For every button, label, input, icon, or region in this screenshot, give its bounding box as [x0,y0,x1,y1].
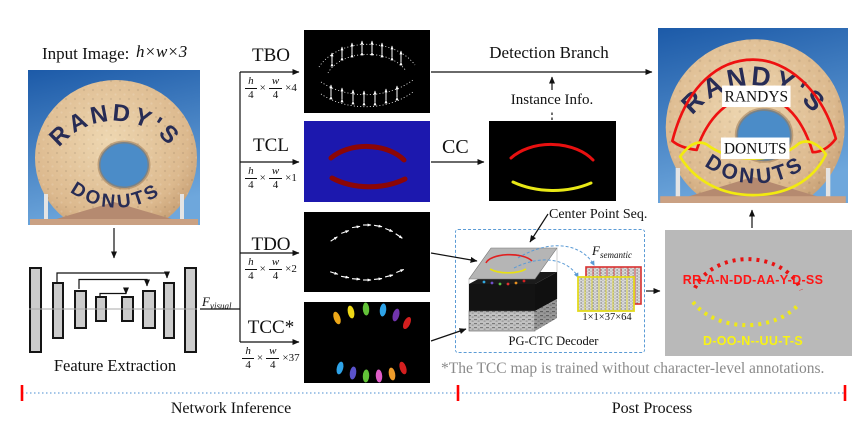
recognition-result-box: RR-A-N-DD-AA-Y-D-SS D-OO-N--UU-T-S [665,230,852,356]
fe-bar [121,296,134,322]
yellow-sequence-text: D-OO-N--UU-T-S [702,334,803,348]
cc-red-instance [509,142,595,162]
fe-bar [142,290,156,329]
detection-polygon-yellow [678,140,828,197]
donut [35,80,197,225]
tdo-direction-arrows [330,223,405,282]
input-image-label: Input Image: [42,44,130,63]
feature-slab-side [535,299,557,331]
fe-bar [95,296,107,322]
instance-info-label: Instance Info. [510,92,594,108]
tbo-map [304,30,430,113]
pg-ctc-decoder-box: Fsemantic 1×1×37×64 PG-CTC Decoder [455,229,645,353]
result-red-dotted-arc [693,257,803,291]
chip-donuts: DONUTS [724,140,787,157]
fe-bar [163,282,175,339]
pg-ctc-decoder-label: PG-CTC Decoder [508,334,599,348]
roof-structure [660,168,846,203]
branch-label-tdo: TDO [251,234,291,255]
chip-randys: RANDYS [725,88,789,105]
f-visual-main: F [202,294,210,309]
section-network-inference: Network Inference [170,400,292,417]
f-semantic-label: Fsemantic [592,243,632,260]
section-post-process: Post Process [611,400,693,417]
plane-red-arc [485,253,533,264]
plane-yellow-arc [489,268,527,274]
skip-connection-2 [78,278,150,289]
feature-slab [468,310,536,332]
result-yellow-dotted-arc [691,300,801,328]
fe-bar [74,290,87,329]
tbo-offset-arrows [329,40,403,106]
input-image: RANDY'S DONUTS [28,70,200,225]
roof-structure [30,194,198,225]
cc-map [489,121,616,201]
skip-connection-1 [56,271,170,282]
fe-bar [184,267,197,353]
gather-flow-arrows [513,245,595,278]
feature-extraction-label: Feature Extraction [53,356,177,375]
input-dims-label: h×w×3 [136,42,188,61]
tensor-dims-label: 1×1×37×64 [582,312,632,323]
fe-bar [52,282,64,339]
point-gather-stack [468,247,558,332]
tcc-map [304,302,430,383]
cc-yellow-instance [511,180,593,192]
cc-label: CC [442,136,469,158]
tcc-character-blobs [333,302,411,383]
center-point-plane [468,247,558,280]
branch-label-tcl: TCL [253,135,289,156]
tbo-band-outlines [318,43,416,108]
decoder-illustration [468,245,642,332]
recognition-chips: RANDYS DONUTS [720,85,791,159]
f-visual-label: Fvisual [202,293,231,311]
branch-label-tbo: TBO [252,45,290,66]
output-image: RANDY'S DONUTS RANDYS DONUTS [658,28,848,203]
center-point-seq-label: Center Point Seq. [549,207,648,222]
fe-bar [29,267,42,353]
section-divider [20,385,847,401]
branch-label-tcc: TCC* [247,317,295,338]
footnote: *The TCC map is trained without characte… [441,360,825,377]
semantic-feature-grids [577,266,642,312]
tcl-map [304,121,430,202]
detection-polygon-red [671,58,838,154]
detection-branch-label: Detection Branch [489,43,609,62]
tcl-centerlines [328,143,408,190]
f-visual-sub: visual [209,301,232,311]
result-arcs [691,257,803,328]
red-sequence-text: RR-A-N-DD-AA-Y-D-SS [682,273,824,287]
tdo-map [304,212,430,292]
